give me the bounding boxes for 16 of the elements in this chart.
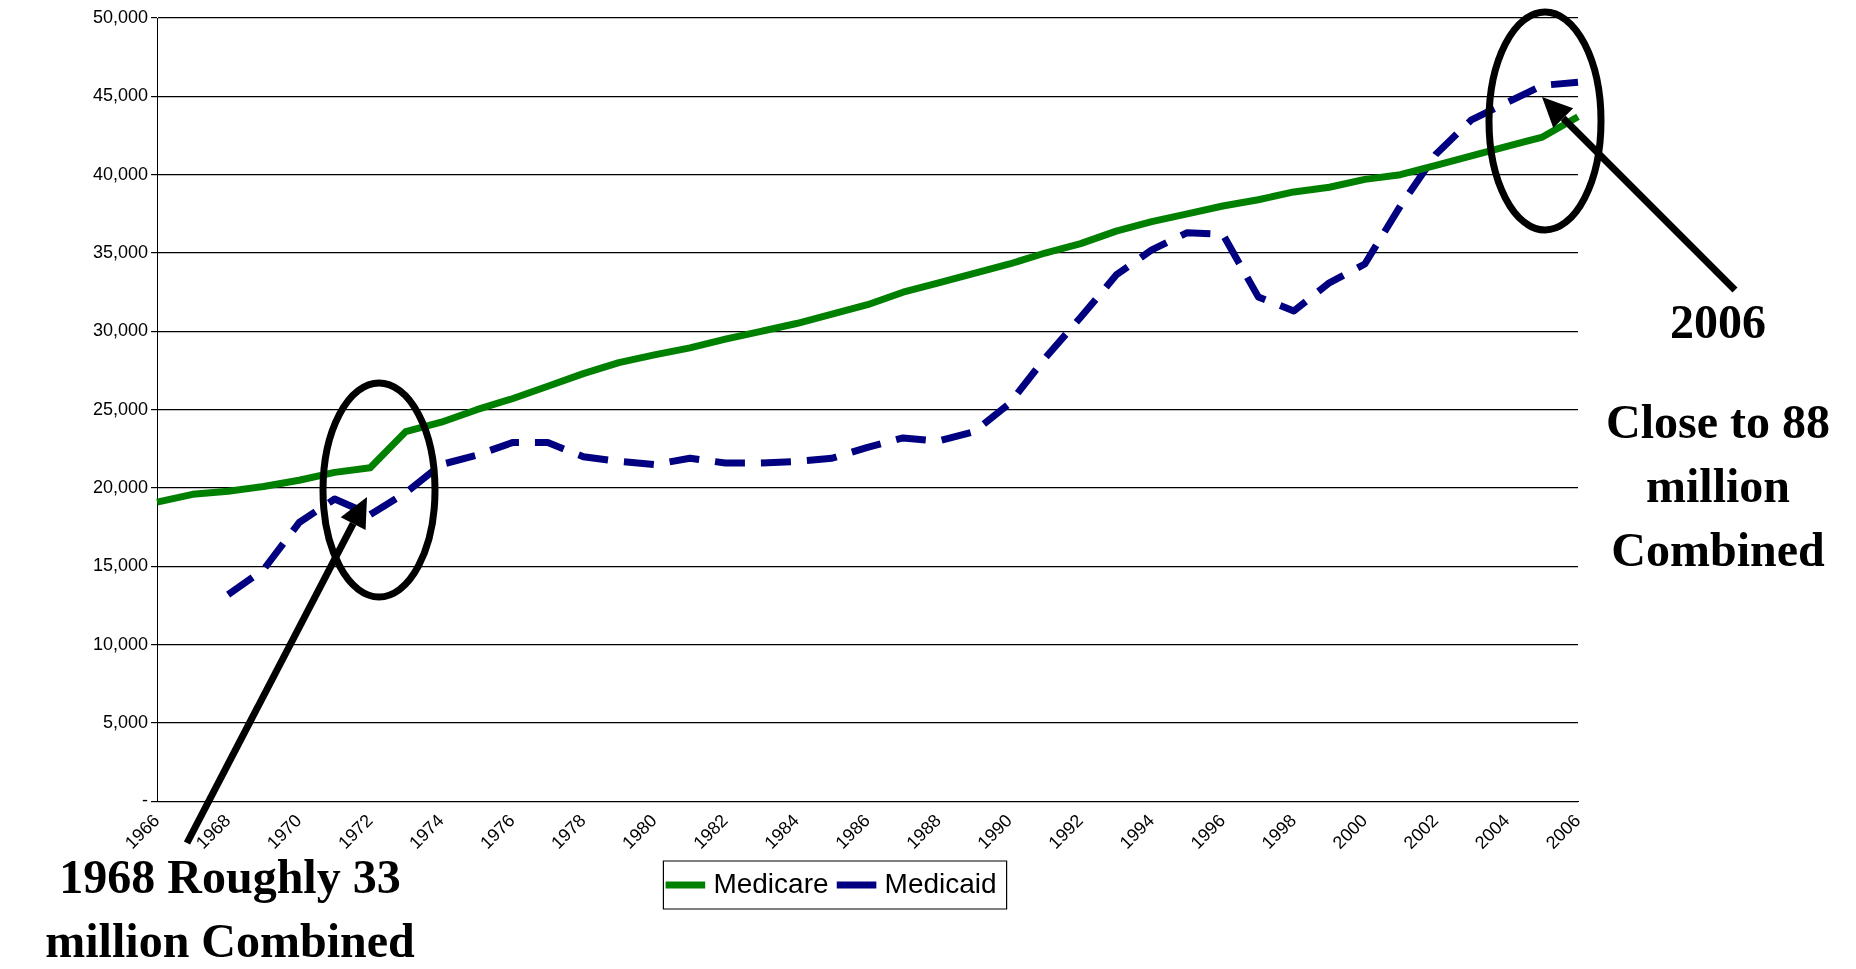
text: 1968 Roughly 33 million Combined xyxy=(45,850,415,967)
y-tick-label: 50,000 xyxy=(92,6,149,27)
y-tick-label: 30,000 xyxy=(92,320,149,341)
y-tick-label: 35,000 xyxy=(92,241,149,262)
text: 2006 xyxy=(1669,294,1767,350)
y-tick-label: 15,000 xyxy=(92,555,149,576)
y-tick-label: - xyxy=(142,790,149,811)
y-tick-label: 25,000 xyxy=(92,398,149,419)
y-tick-label: 10,000 xyxy=(92,633,149,654)
y-tick-label: 45,000 xyxy=(92,85,149,106)
text: Close to 88 million Combined xyxy=(1605,394,1831,578)
y-tick-label: 20,000 xyxy=(92,477,149,498)
legend-label: Medicare xyxy=(713,867,829,899)
legend-label: Medicaid xyxy=(884,867,997,899)
y-tick-label: 5,000 xyxy=(103,712,149,733)
y-tick-label: 40,000 xyxy=(92,163,149,184)
